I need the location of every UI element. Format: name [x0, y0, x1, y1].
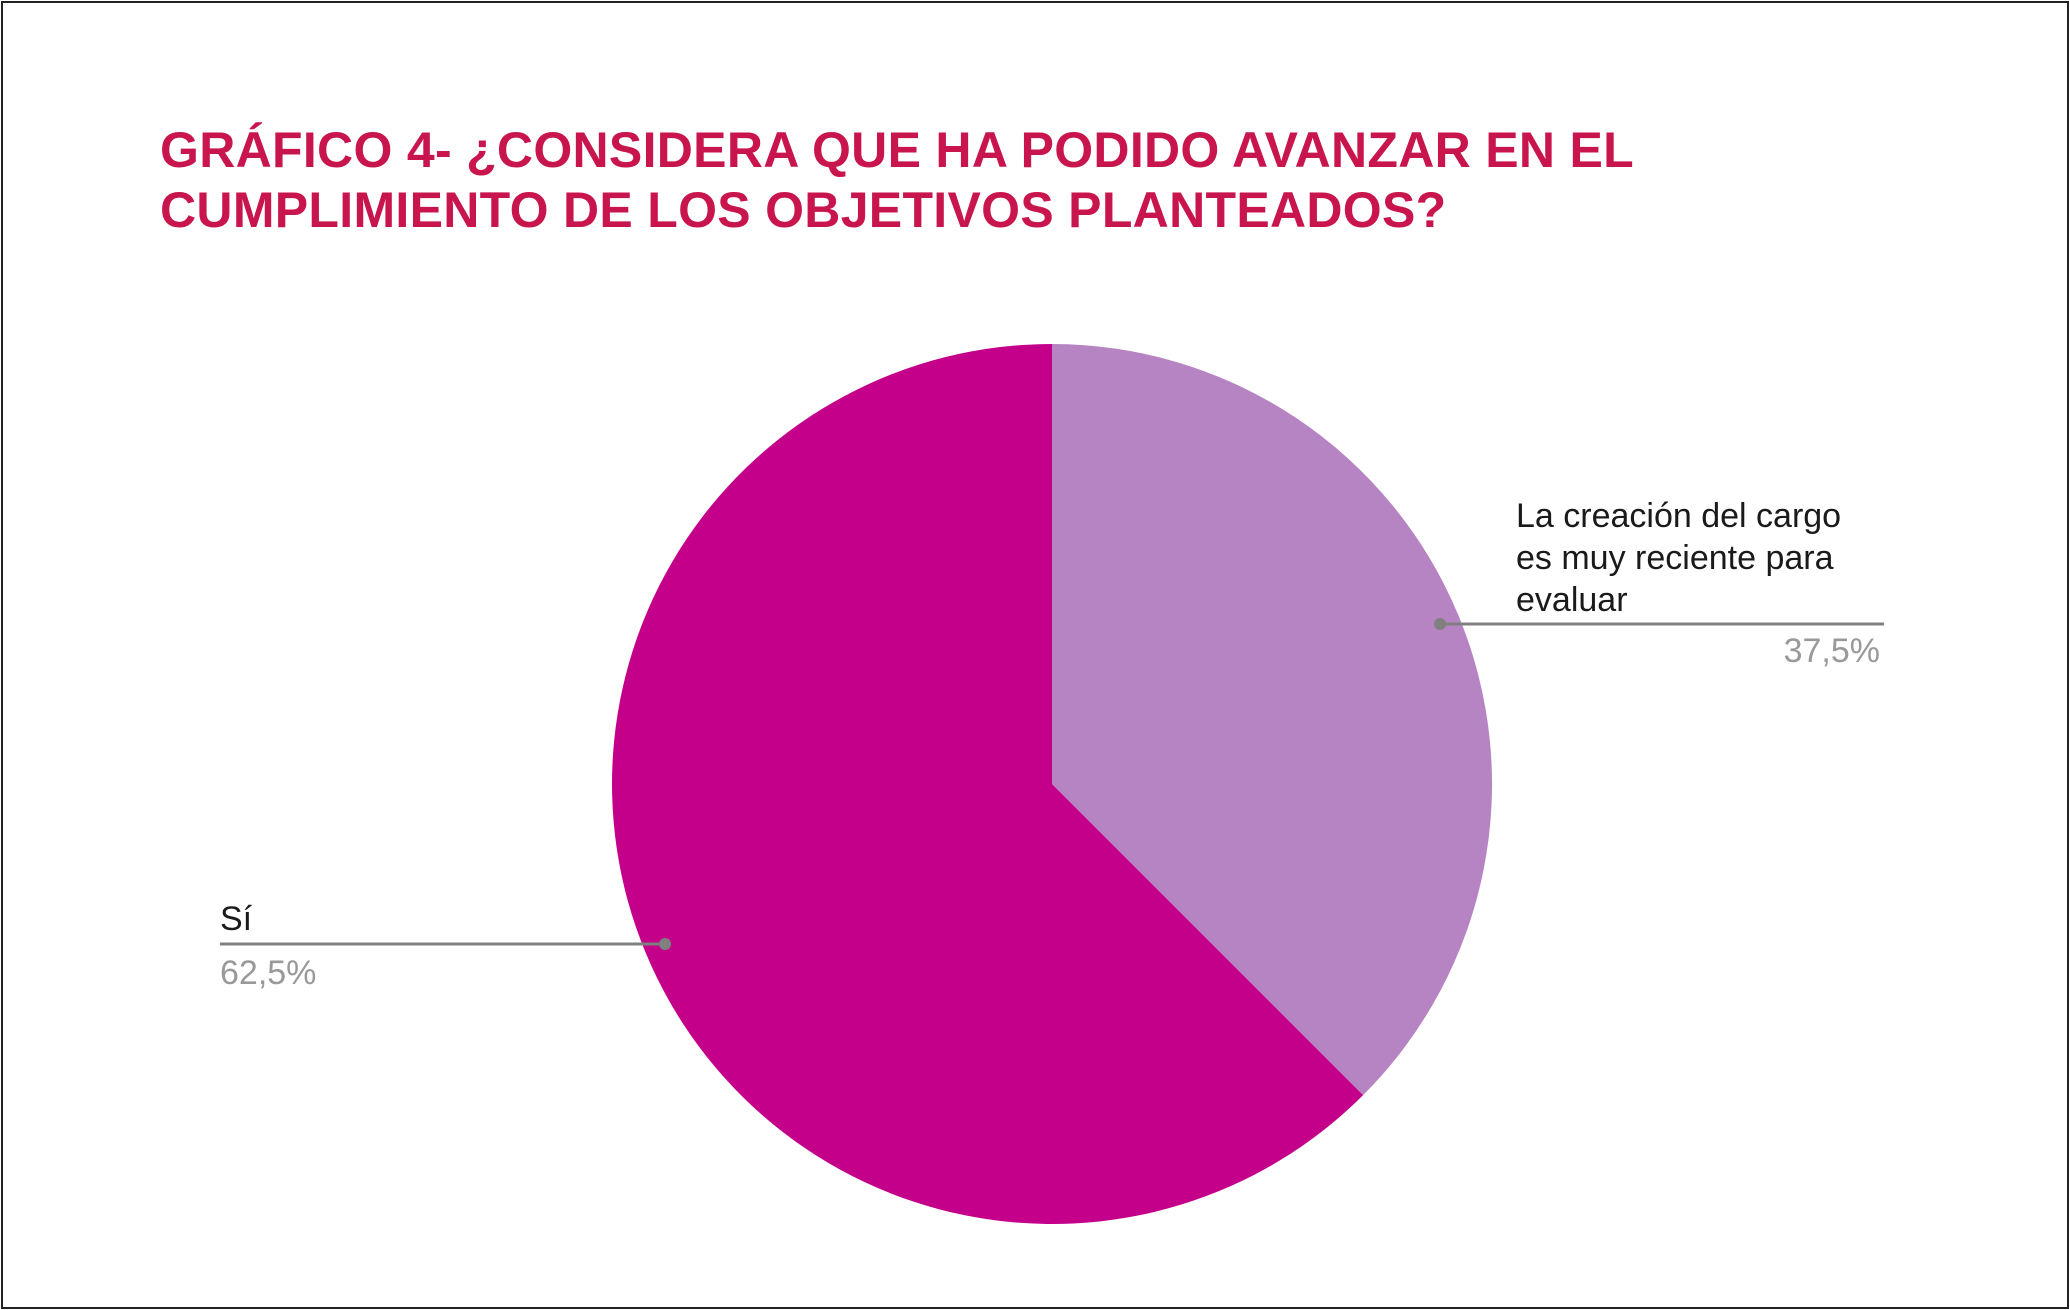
pie-slice-2 — [612, 344, 1364, 1224]
leader-dot-2 — [659, 938, 671, 950]
slice-label-1-line-1: La creación del cargo — [1516, 497, 1841, 535]
chart-title-line-2: CUMPLIMIENTO DE LOS OBJETIVOS PLANTEADOS… — [160, 182, 1447, 238]
slice-label-1-line-2: es muy reciente para — [1516, 539, 1834, 577]
pie-slice-1 — [1052, 344, 1493, 1096]
chart-title: GRÁFICO 4- ¿CONSIDERA QUE HA PODIDO AVAN… — [160, 120, 1860, 240]
slice-value-label-2: 62,5% — [220, 954, 316, 992]
chart-title-line-1: GRÁFICO 4- ¿CONSIDERA QUE HA PODIDO AVAN… — [160, 122, 1635, 178]
leader-dot-1 — [1434, 618, 1446, 630]
slice-label-1-line-3: evaluar — [1516, 581, 1628, 619]
slice-label-2-line-1: Sí — [220, 900, 253, 938]
slice-value-label-1: 37,5% — [1784, 632, 1880, 670]
